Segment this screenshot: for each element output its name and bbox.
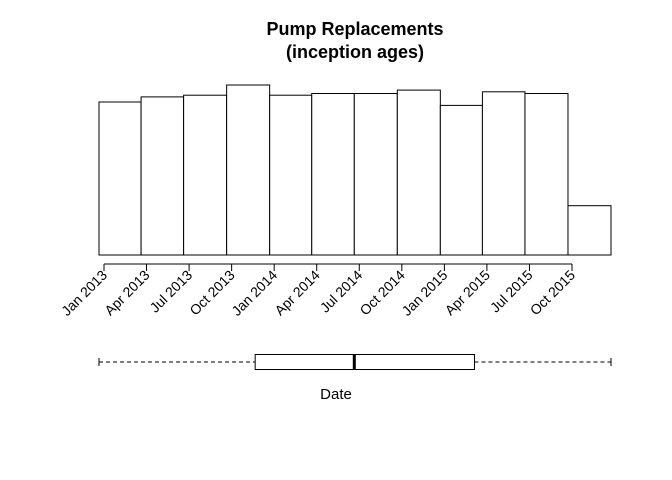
histogram-bar-9 xyxy=(481,91,526,256)
x-tick-label-1: Apr 2013 xyxy=(101,267,153,319)
histogram-bar-3 xyxy=(226,84,271,256)
histogram-bar-4 xyxy=(269,94,313,256)
histogram-bar-7 xyxy=(396,89,441,256)
x-tick-label-9: Apr 2015 xyxy=(442,267,494,319)
chart-title: Pump Replacements (inception ages) xyxy=(266,19,443,62)
x-tick-label-0: Jan 2013 xyxy=(58,267,110,319)
histogram-bar-11 xyxy=(567,205,612,256)
chart-title-line-2: (inception ages) xyxy=(286,42,424,62)
histogram-bar-6 xyxy=(353,93,398,256)
histogram-bar-5 xyxy=(311,93,355,256)
histogram-bar-0 xyxy=(98,101,142,256)
boxplot xyxy=(98,354,612,370)
x-tick-label-8: Jan 2015 xyxy=(398,267,450,319)
x-tick-label-5: Apr 2014 xyxy=(271,267,323,319)
x-axis-label: Date xyxy=(320,386,352,403)
x-tick-label-11: Oct 2015 xyxy=(527,267,579,319)
histogram-bar-8 xyxy=(439,104,483,256)
chart-title-line-1: Pump Replacements xyxy=(266,19,443,39)
boxplot-box xyxy=(254,354,475,370)
histogram-bar-2 xyxy=(183,94,228,256)
histogram-bar-10 xyxy=(524,93,569,256)
x-tick-label-4: Jan 2014 xyxy=(228,267,280,319)
histogram-bars xyxy=(98,84,612,256)
histogram-bar-1 xyxy=(140,96,185,256)
